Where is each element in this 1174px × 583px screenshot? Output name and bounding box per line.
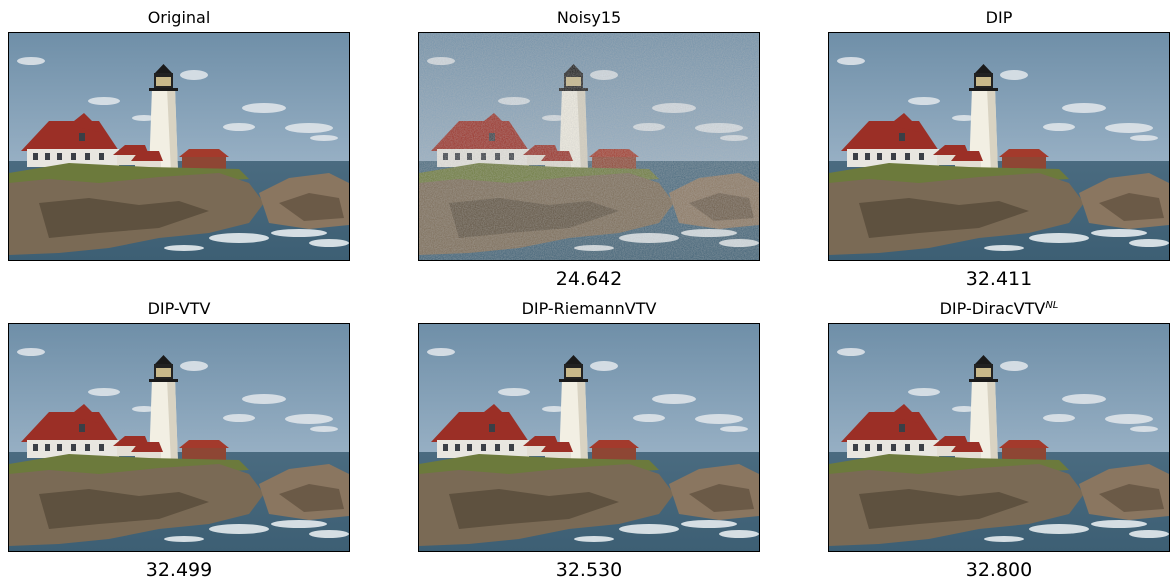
lighthouse-photo [829, 33, 1169, 260]
lighthouse-photo [9, 33, 349, 260]
panel-title: Noisy15 [556, 8, 622, 27]
image-frame [828, 323, 1170, 552]
image-frame [8, 323, 350, 552]
panel-title: DIP-RiemannVTV [521, 299, 657, 318]
psnr-score: 32.411 [965, 268, 1033, 290]
image-frame [8, 32, 350, 261]
lighthouse-photo [419, 33, 759, 260]
psnr-score: 24.642 [555, 268, 623, 290]
panel-title: DIP-DiracVTVNL [939, 299, 1059, 318]
lighthouse-photo [419, 324, 759, 551]
image-frame [418, 32, 760, 261]
image-frame [418, 323, 760, 552]
psnr-score: 32.499 [145, 559, 213, 581]
image-frame [828, 32, 1170, 261]
panel-title: Original [147, 8, 211, 27]
lighthouse-photo [829, 324, 1169, 551]
psnr-score: 32.800 [965, 559, 1033, 581]
psnr-score: 32.530 [555, 559, 623, 581]
panel-title: DIP [985, 8, 1013, 27]
lighthouse-photo [9, 324, 349, 551]
psnr-score [8, 266, 350, 292]
panel-title: DIP-VTV [147, 299, 211, 318]
